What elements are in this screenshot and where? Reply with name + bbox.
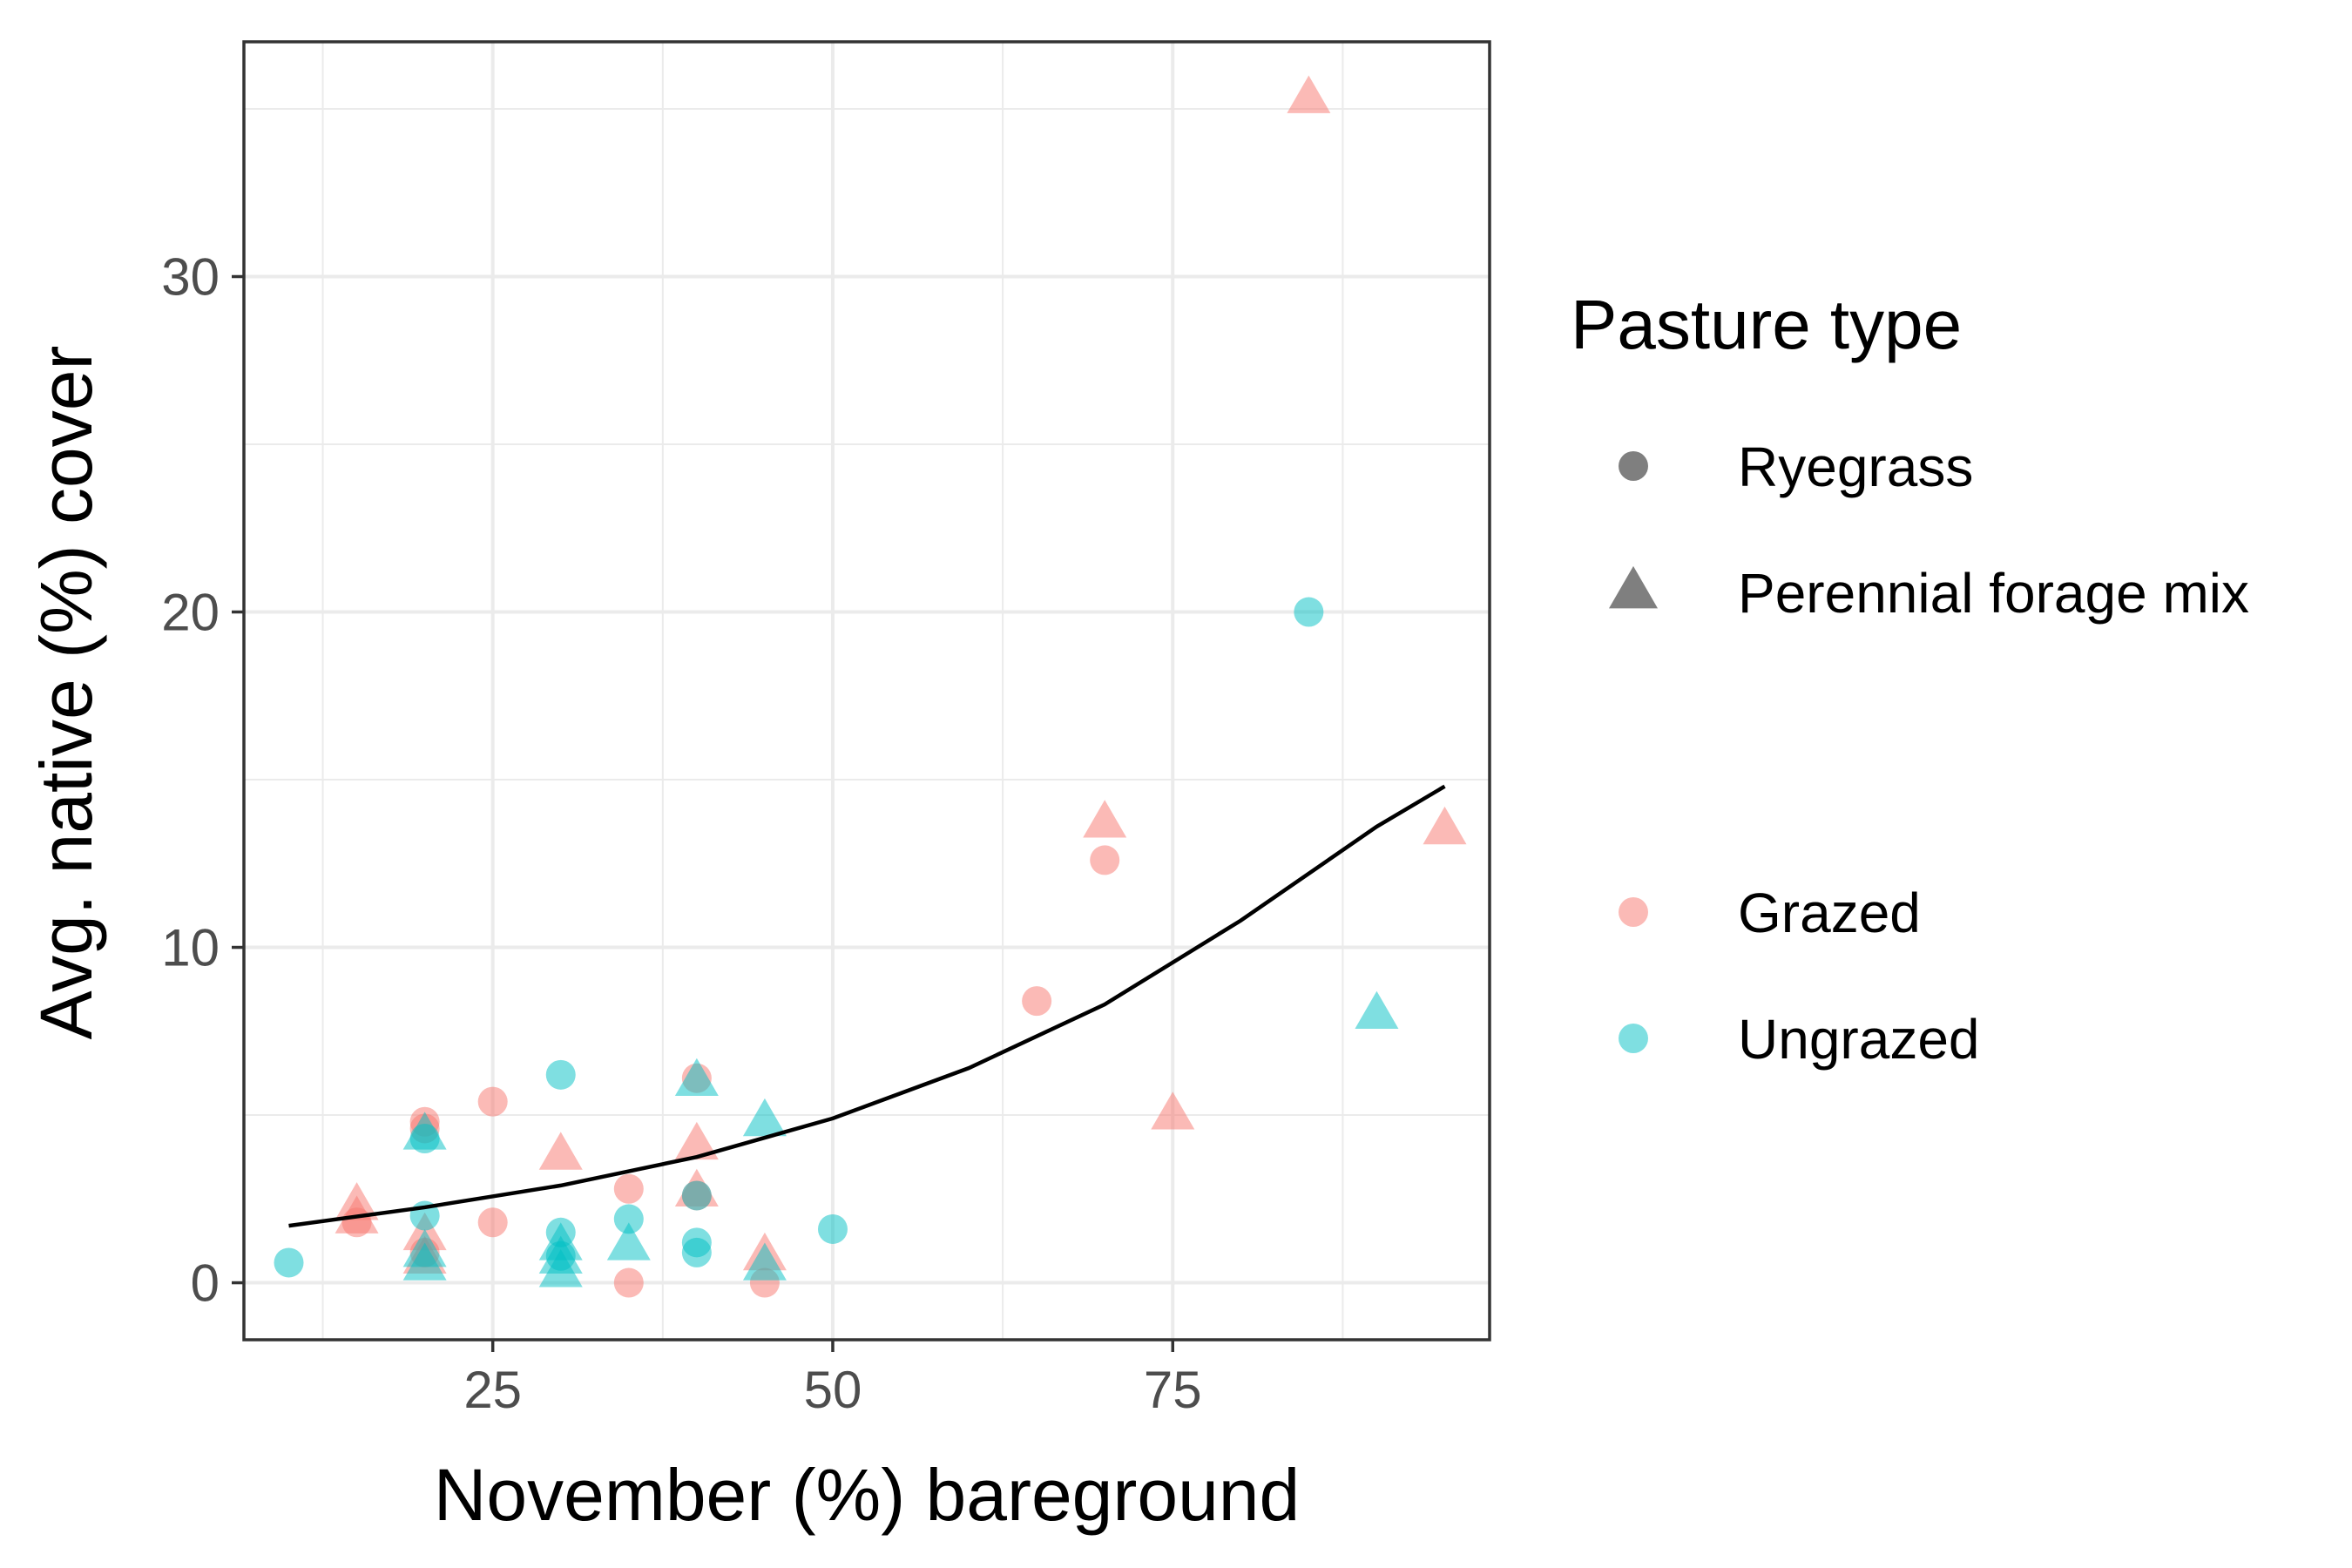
point-ungrazed-circle: [545, 1059, 576, 1090]
point-grazed-circle: [613, 1267, 644, 1298]
legend-title: Pasture type: [1571, 286, 1962, 363]
x-tick-label: 75: [1144, 1361, 1202, 1419]
trend-line: [288, 784, 1446, 1228]
legend-label-ungrazed: Ungrazed: [1738, 1008, 1980, 1071]
point-grazed-triangle: [1287, 75, 1331, 113]
point-ungrazed-triangle: [402, 1112, 447, 1150]
legend-key-triangle: [1609, 565, 1658, 609]
legend-label-grazed: Grazed: [1738, 882, 1921, 944]
legend-key-grazed: [1619, 897, 1648, 927]
point-grazed-circle: [477, 1086, 508, 1117]
point-grazed-triangle: [674, 1121, 719, 1160]
plot-panel: [244, 42, 1490, 1340]
y-tick-label: 0: [191, 1254, 220, 1313]
point-grazed-triangle: [335, 1195, 379, 1233]
point-ungrazed-triangle: [742, 1098, 787, 1137]
point-grazed-circle: [1090, 845, 1120, 875]
point-ungrazed-circle: [613, 1204, 644, 1234]
point-ungrazed-circle: [681, 1237, 712, 1267]
point-ungrazed-triangle: [674, 1058, 719, 1096]
point-ungrazed-circle: [274, 1247, 304, 1278]
x-tick-label: 25: [463, 1361, 522, 1419]
point-ungrazed-triangle: [742, 1242, 787, 1281]
data-points: [274, 75, 1467, 1298]
point-ungrazed-triangle: [402, 1242, 447, 1281]
point-grazed-triangle: [538, 1132, 583, 1170]
legend-key-circle: [1619, 451, 1648, 481]
y-axis-title: Avg. native (%) cover: [25, 346, 107, 1040]
point-ungrazed-triangle: [606, 1222, 651, 1260]
panel-border: [242, 40, 1491, 1342]
y-tick-label: 10: [161, 919, 220, 977]
point-grazed-triangle: [1083, 800, 1127, 838]
point-ungrazed-circle: [817, 1213, 848, 1244]
point-grazed-circle: [613, 1173, 644, 1204]
point-grazed-triangle: [1423, 806, 1467, 845]
x-axis-title: November (%) bareground: [434, 1454, 1300, 1536]
y-tick-label: 30: [161, 248, 220, 307]
legend-entries: Ryegrass Perennial forage mix Grazed Ungraz…: [1609, 436, 2249, 1071]
point-ungrazed-circle: [681, 1180, 712, 1211]
legend-key-ungrazed: [1619, 1024, 1648, 1053]
legend-label-circle: Ryegrass: [1738, 436, 1973, 498]
grid: [244, 42, 1490, 1340]
point-grazed-circle: [477, 1207, 508, 1238]
legend: Pasture type Ryegrass Perennial forage mi…: [1571, 286, 2249, 1071]
point-ungrazed-circle: [1294, 597, 1324, 627]
point-grazed-triangle: [1151, 1092, 1195, 1130]
point-ungrazed-triangle: [1355, 990, 1399, 1029]
point-ungrazed-triangle: [538, 1249, 583, 1288]
x-tick-label: 50: [804, 1361, 862, 1419]
axes: 25 50 75 0 10 20 30: [161, 248, 1201, 1419]
point-grazed-circle: [1022, 986, 1052, 1017]
y-tick-label: 20: [161, 584, 220, 642]
trend-layer: [288, 784, 1446, 1228]
legend-label-triangle: Perennial forage mix: [1738, 562, 2249, 625]
